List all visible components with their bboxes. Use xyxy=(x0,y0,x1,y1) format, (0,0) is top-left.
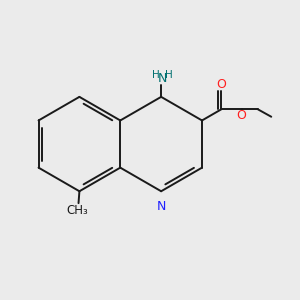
Text: H: H xyxy=(152,70,159,80)
Text: H: H xyxy=(165,70,172,80)
Text: O: O xyxy=(216,78,226,91)
Text: O: O xyxy=(237,110,247,122)
Text: N: N xyxy=(157,72,167,85)
Text: N: N xyxy=(157,200,167,213)
Text: CH₃: CH₃ xyxy=(66,204,88,217)
